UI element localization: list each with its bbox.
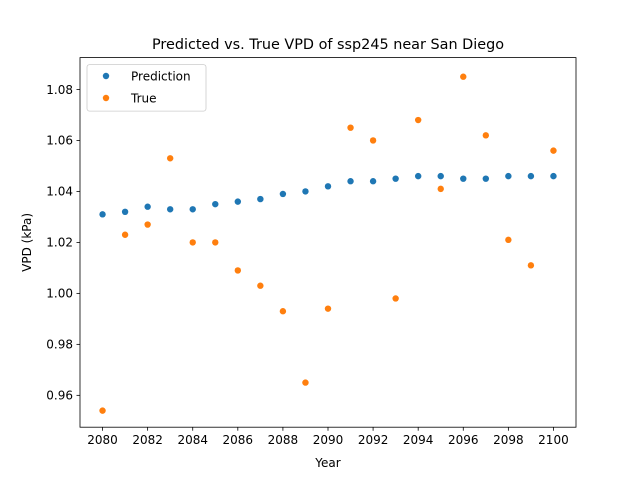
legend: Prediction True <box>86 64 207 112</box>
x-axis: 2080 2082 2084 2086 2088 2090 2092 2094 2096 2098… <box>87 427 569 447</box>
y-tick-label: 1.02 <box>46 236 73 250</box>
legend-box <box>86 64 207 112</box>
prediction-point <box>302 188 309 195</box>
plot-frame <box>79 57 577 428</box>
y-axis: 0.96 0.98 1.00 1.02 1.04 1.06 1.08 <box>46 83 80 403</box>
x-tick-label: 2082 <box>132 433 163 447</box>
true-point <box>392 295 399 302</box>
y-tick-label: 1.06 <box>46 134 73 148</box>
points-layer <box>99 73 557 414</box>
y-tick-label: 1.08 <box>46 83 73 97</box>
true-point <box>144 221 151 228</box>
prediction-point <box>144 203 151 210</box>
prediction-point <box>505 172 512 180</box>
prediction-point <box>437 172 444 180</box>
prediction-point <box>212 200 219 208</box>
x-axis-label: Year <box>314 456 340 470</box>
x-tick-label: 2096 <box>448 433 479 447</box>
prediction-point <box>279 190 287 198</box>
legend-label-prediction: Prediction <box>131 69 191 83</box>
true-point <box>505 236 512 244</box>
legend-label-true: True <box>130 91 157 105</box>
true-point <box>279 308 287 315</box>
true-point <box>324 305 332 312</box>
prediction-point <box>347 178 354 185</box>
true-point <box>166 155 174 162</box>
true-point <box>99 407 106 414</box>
prediction-point <box>166 206 174 213</box>
true-point <box>121 231 129 238</box>
x-tick-label: 2084 <box>177 433 208 447</box>
prediction-point <box>257 195 264 203</box>
prediction-point <box>527 172 535 180</box>
true-point <box>212 239 219 246</box>
prediction-point <box>121 208 129 216</box>
true-point <box>189 239 196 246</box>
true-point <box>527 262 535 269</box>
x-tick-label: 2094 <box>403 433 434 447</box>
true-point <box>369 137 377 144</box>
prediction-point <box>550 172 557 180</box>
prediction-point <box>99 211 106 218</box>
x-tick-label: 2092 <box>358 433 389 447</box>
prediction-point <box>234 198 242 205</box>
y-tick-label: 0.98 <box>46 338 73 352</box>
chart-title: Predicted vs. True VPD of ssp245 near Sa… <box>152 37 504 53</box>
true-point <box>234 267 242 274</box>
x-tick-label: 2090 <box>313 433 344 447</box>
prediction-point <box>189 206 196 213</box>
prediction-point <box>369 178 377 185</box>
true-point <box>347 124 354 131</box>
x-tick-label: 2088 <box>268 433 299 447</box>
true-point <box>437 185 444 193</box>
true-point <box>482 132 490 139</box>
true-point <box>257 282 264 289</box>
y-tick-label: 0.96 <box>46 389 73 403</box>
legend-marker-prediction <box>102 72 110 80</box>
prediction-point <box>414 172 422 180</box>
prediction-point <box>392 175 399 182</box>
prediction-point <box>460 175 467 182</box>
prediction-point <box>482 175 490 182</box>
x-tick-label: 2086 <box>223 433 254 447</box>
true-point <box>414 116 422 124</box>
true-point <box>550 147 557 154</box>
true-point <box>302 379 309 386</box>
legend-marker-true <box>102 94 110 102</box>
y-tick-label: 1.04 <box>46 185 73 199</box>
x-tick-label: 2098 <box>493 433 524 447</box>
y-tick-label: 1.00 <box>46 287 73 301</box>
y-axis-label: VPD (kPa) <box>20 213 34 272</box>
true-point <box>460 73 467 80</box>
x-tick-label: 2100 <box>538 433 569 447</box>
x-tick-label: 2080 <box>87 433 118 447</box>
prediction-point <box>324 183 332 190</box>
